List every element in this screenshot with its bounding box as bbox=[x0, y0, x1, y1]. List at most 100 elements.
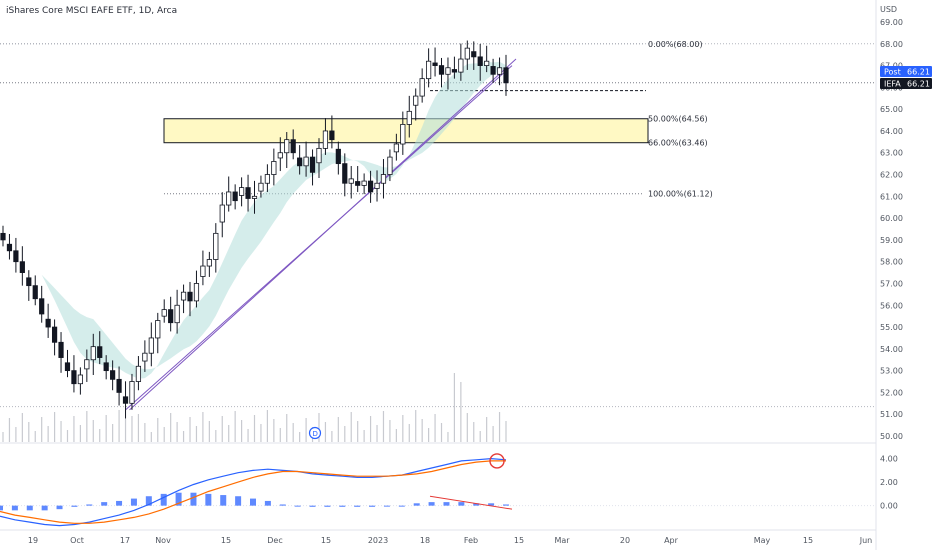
macd-histogram-bar bbox=[369, 505, 376, 507]
candle-down[interactable] bbox=[122, 396, 129, 404]
candle-down[interactable] bbox=[335, 148, 341, 165]
candle-down[interactable] bbox=[309, 156, 316, 173]
candle-up[interactable] bbox=[361, 180, 367, 186]
divergence-arrow[interactable] bbox=[429, 495, 513, 510]
candle-up[interactable] bbox=[200, 265, 206, 277]
candle-up[interactable] bbox=[464, 47, 470, 60]
candle-up[interactable] bbox=[400, 124, 406, 145]
candle-down[interactable] bbox=[438, 65, 445, 75]
candle-up[interactable] bbox=[348, 178, 354, 184]
candle-down[interactable] bbox=[6, 243, 13, 252]
candle-up[interactable] bbox=[484, 60, 490, 66]
macd-line[interactable] bbox=[0, 457, 507, 527]
candle-down[interactable] bbox=[187, 291, 193, 302]
candle-up[interactable] bbox=[387, 156, 393, 175]
candle-up[interactable] bbox=[284, 139, 290, 154]
candle-down[interactable] bbox=[64, 362, 71, 372]
candle-up[interactable] bbox=[90, 346, 96, 361]
trendline-upper[interactable] bbox=[129, 58, 517, 411]
candle-up[interactable] bbox=[419, 78, 425, 97]
candle-down[interactable] bbox=[39, 298, 45, 315]
candle-down[interactable] bbox=[451, 69, 458, 73]
candle-up[interactable] bbox=[258, 182, 264, 192]
candle-down[interactable] bbox=[297, 157, 303, 167]
candle-up[interactable] bbox=[142, 352, 148, 362]
macd-histogram-bar bbox=[190, 492, 197, 506]
candle-up[interactable] bbox=[374, 182, 380, 189]
candle-down[interactable] bbox=[477, 56, 483, 66]
candle-down[interactable] bbox=[58, 341, 64, 358]
macd-histogram-bar bbox=[294, 505, 301, 507]
candle-down[interactable] bbox=[110, 370, 116, 380]
candle-up[interactable] bbox=[193, 283, 200, 302]
candle-up[interactable] bbox=[458, 58, 464, 73]
candle-down[interactable] bbox=[32, 285, 38, 300]
candle-down[interactable] bbox=[116, 378, 122, 393]
candle-down[interactable] bbox=[367, 180, 374, 193]
candle-up[interactable] bbox=[426, 60, 432, 80]
candle-down[interactable] bbox=[245, 187, 251, 199]
candle-down[interactable] bbox=[432, 62, 438, 66]
symbol-badge-value: 66.21 bbox=[907, 80, 930, 89]
price-tick-label: 54.00 bbox=[880, 345, 903, 354]
macd-histogram-bar bbox=[428, 502, 435, 506]
price-tick-label: 62.00 bbox=[880, 171, 903, 180]
candle-up[interactable] bbox=[148, 337, 154, 354]
candle-up[interactable] bbox=[77, 374, 83, 385]
candle-up[interactable] bbox=[277, 152, 283, 159]
candle-down[interactable] bbox=[13, 250, 19, 263]
candle-down[interactable] bbox=[329, 130, 335, 141]
macd-histogram-bar bbox=[86, 504, 93, 506]
candle-up[interactable] bbox=[303, 156, 309, 167]
dividend-marker[interactable]: D bbox=[308, 426, 322, 440]
candle-up[interactable] bbox=[393, 143, 399, 153]
candle-up[interactable] bbox=[206, 259, 212, 267]
candle-up[interactable] bbox=[129, 381, 135, 404]
candle-up[interactable] bbox=[413, 95, 419, 106]
candle-up[interactable] bbox=[380, 174, 387, 184]
candle-down[interactable] bbox=[168, 309, 174, 324]
candle-up[interactable] bbox=[316, 147, 322, 164]
candle-up[interactable] bbox=[219, 204, 225, 223]
signal-line[interactable] bbox=[0, 460, 506, 524]
candle-down[interactable] bbox=[490, 66, 496, 75]
candle-up[interactable] bbox=[155, 320, 161, 339]
crossover-circle[interactable] bbox=[489, 453, 505, 469]
candle-up[interactable] bbox=[180, 291, 187, 301]
candle-up[interactable] bbox=[135, 365, 142, 382]
candle-down[interactable] bbox=[355, 181, 361, 186]
candle-down[interactable] bbox=[471, 51, 477, 58]
candle-down[interactable] bbox=[51, 326, 58, 343]
candle-down[interactable] bbox=[97, 346, 103, 358]
candle-up[interactable] bbox=[213, 232, 219, 260]
candle-down[interactable] bbox=[342, 163, 348, 184]
candle-up[interactable] bbox=[445, 67, 451, 75]
candle-down[interactable] bbox=[103, 362, 109, 372]
candle-up[interactable] bbox=[239, 187, 245, 196]
candle-up[interactable] bbox=[496, 67, 503, 75]
candle-down[interactable] bbox=[290, 139, 296, 154]
candle-up[interactable] bbox=[251, 195, 258, 199]
candle-up[interactable] bbox=[174, 304, 180, 324]
candle-up[interactable] bbox=[264, 174, 270, 184]
candle-down[interactable] bbox=[45, 318, 51, 328]
support-zone[interactable] bbox=[163, 118, 649, 144]
candle-up[interactable] bbox=[271, 161, 277, 175]
candle-down[interactable] bbox=[71, 370, 77, 385]
dividend-icon[interactable] bbox=[308, 426, 322, 440]
candle-down[interactable] bbox=[0, 232, 6, 241]
candle-up[interactable] bbox=[406, 110, 412, 125]
macd-histogram-bar bbox=[443, 502, 450, 506]
candle-up[interactable] bbox=[84, 359, 90, 370]
fib-level-label: 0.00%(68.00) bbox=[648, 40, 703, 49]
candle-up[interactable] bbox=[161, 309, 167, 317]
price-tick-label: 57.00 bbox=[880, 279, 903, 288]
candle-down[interactable] bbox=[232, 191, 238, 202]
candle-down[interactable] bbox=[19, 261, 25, 273]
candle-up[interactable] bbox=[226, 191, 232, 206]
candle-down[interactable] bbox=[503, 67, 509, 84]
candle-down[interactable] bbox=[26, 277, 32, 287]
candle-up[interactable] bbox=[322, 130, 329, 149]
